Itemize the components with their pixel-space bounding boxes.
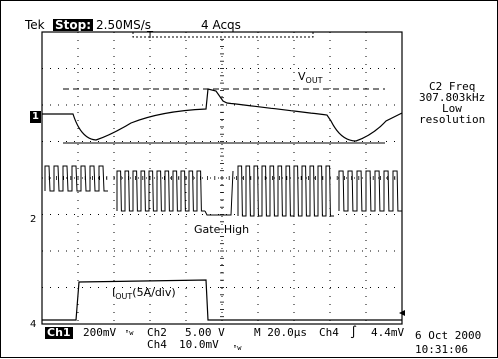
ch4-trace xyxy=(42,279,402,321)
ch4-footer-label: Ch4 xyxy=(147,338,167,351)
trigger-level-arrow-icon xyxy=(399,310,405,316)
ch2-trace-burst2 xyxy=(116,170,205,212)
ch4-bandwidth-icon: ᴮw xyxy=(233,344,242,352)
ch2-trace-burst3 xyxy=(237,165,334,217)
trigger-source: Ch4 xyxy=(319,326,339,339)
iout-label: IOUT(5A/div) xyxy=(112,286,176,302)
acquisition-count: 4 Acqs xyxy=(201,18,241,32)
trigger-window-bracket xyxy=(132,32,314,38)
ch2-scale: 5.00 V xyxy=(185,326,225,339)
ch1-trace xyxy=(42,88,403,142)
ch2-footer-label: Ch2 xyxy=(147,326,167,339)
measurement-value: 307.803kHz xyxy=(419,91,486,104)
measurement-note-line1: Low xyxy=(442,102,462,115)
measurement-title: C2 Freq xyxy=(429,80,476,93)
ch2-trace-burst1 xyxy=(44,165,108,192)
ch1-scale: 200mV xyxy=(83,326,117,339)
measurement-note-line2: resolution xyxy=(419,113,486,126)
ch1-ground-marker: 1 xyxy=(30,111,41,123)
sample-rate-readout: 2.50MS/s xyxy=(96,18,151,32)
capture-date: 6 Oct 2000 xyxy=(415,329,482,342)
ch1-footer-label: Ch1 xyxy=(45,326,73,339)
trigger-slope-icon: ∫ xyxy=(350,325,358,339)
brand-label: Tek xyxy=(25,18,45,32)
capture-time: 10:31:06 xyxy=(415,343,468,356)
ch2-ground-marker: 2 xyxy=(30,214,37,225)
vout-label: VOUT xyxy=(298,70,323,86)
ch2-gate-high-gap xyxy=(204,170,234,216)
ch4-scale: 10.0mV xyxy=(179,338,219,351)
run-state-badge: Stop: xyxy=(53,18,94,32)
trigger-level: 4.4mV xyxy=(371,326,405,339)
ch2-trace-burst4 xyxy=(338,170,402,212)
ch4-ground-marker: 4 xyxy=(30,319,37,330)
trigger-position-marker: T xyxy=(146,30,154,41)
timebase-readout: M 20.0µs xyxy=(254,326,307,339)
ch1-bandwidth-icon: ᴮw xyxy=(125,329,134,337)
